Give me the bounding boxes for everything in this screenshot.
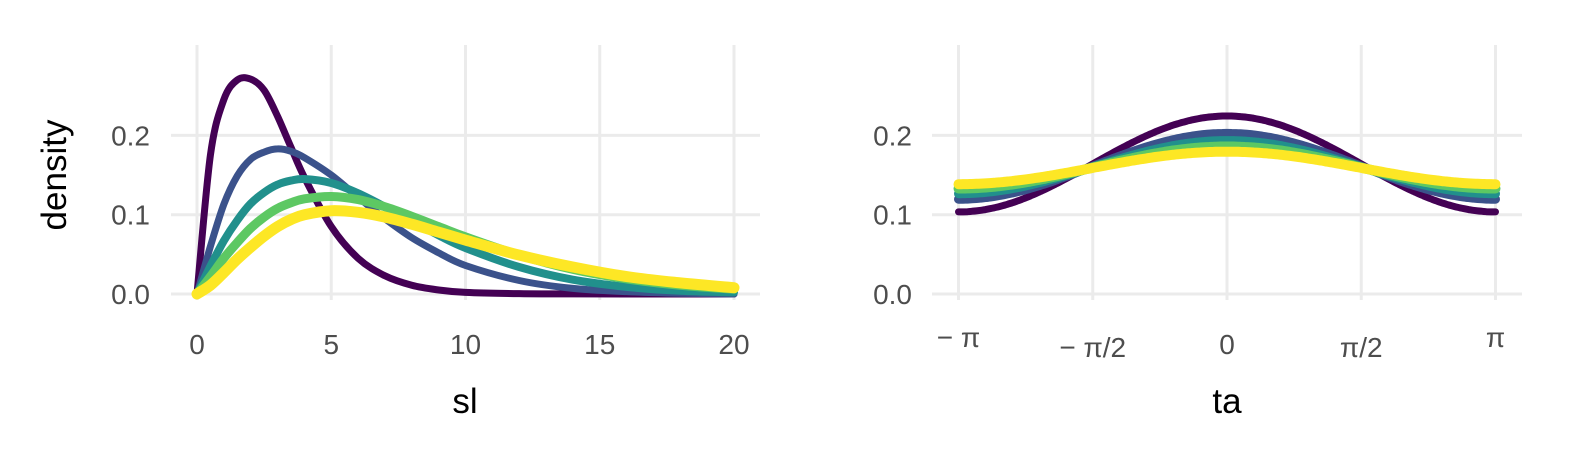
x-tick-label: − π/2 [1059,332,1126,363]
y-tick-label: 0.1 [873,200,912,231]
grid [932,45,1522,300]
series-line-5 [953,146,1501,190]
y-tick-label: 0.0 [873,279,912,310]
x-tick-label: 15 [584,329,615,360]
x-tick-label: π/2 [1340,332,1383,363]
panel-sl-density: 0.0 0.1 0.2 0 5 10 15 20 sl density [35,45,760,421]
x-tick-label: 0 [189,329,205,360]
x-axis-title: sl [452,382,477,421]
x-tick-label: 20 [718,329,749,360]
series-line-1 [193,74,738,298]
y-tick-label: 0.1 [111,200,150,231]
series-line-1 [955,112,1499,216]
series-lines [953,112,1501,216]
y-tick-label: 0.0 [111,279,150,310]
y-tick-label: 0.2 [111,120,150,151]
series-line-3 [193,174,738,298]
x-tick-label: π [1486,322,1505,353]
y-tick-label: 0.2 [873,120,912,151]
x-tick-label: 0 [1219,329,1235,360]
x-tick-label: 10 [450,329,481,360]
series-line-5 [191,205,740,300]
x-axis-title: ta [1212,382,1242,421]
series-lines [191,74,740,300]
y-axis-title: density [35,119,74,230]
panel-ta-density: 0.0 0.1 0.2 − π − π/2 0 π/2 π ta [873,45,1522,421]
x-tick-label: − π [937,322,980,353]
x-tick-label: 5 [323,329,339,360]
